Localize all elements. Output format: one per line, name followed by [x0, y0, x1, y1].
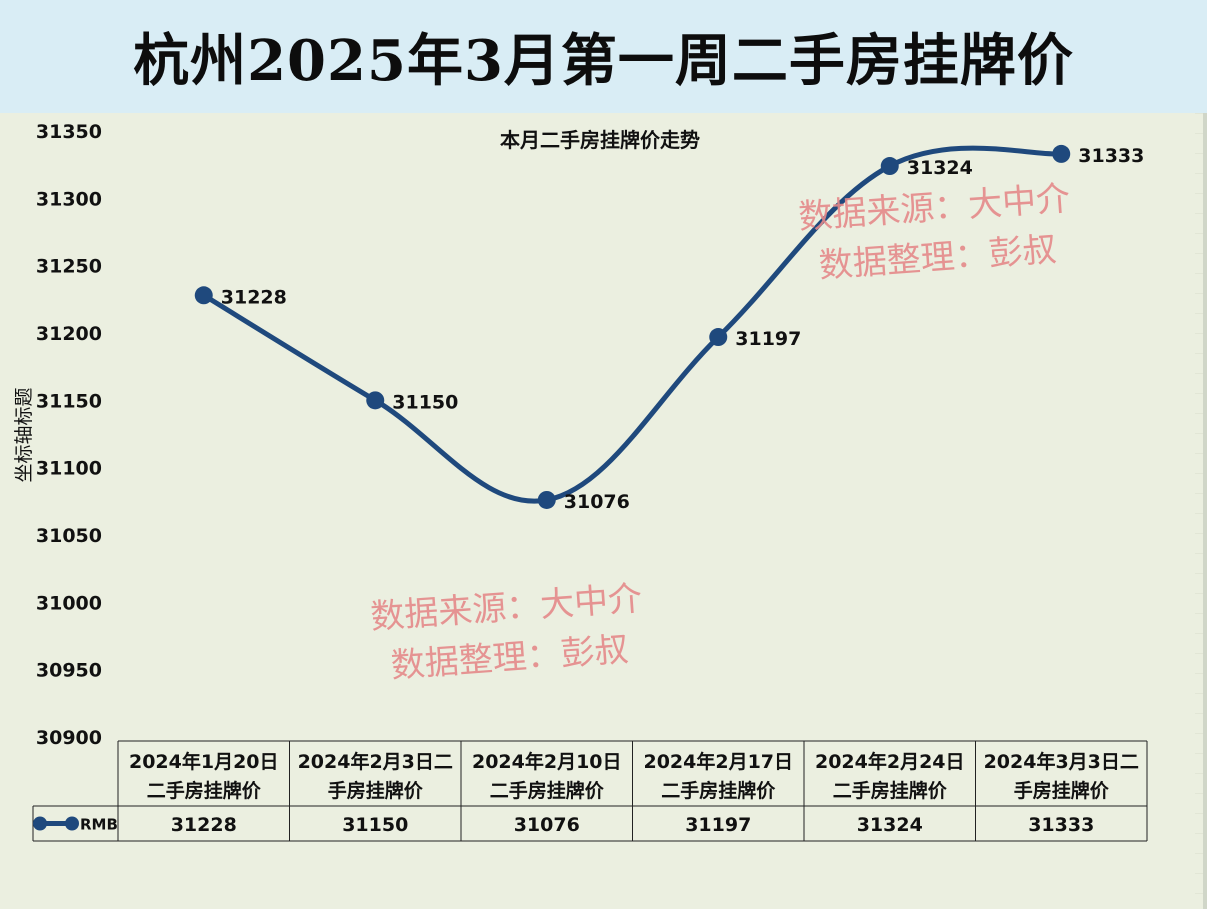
data-label: 31324: [907, 157, 973, 179]
table-value-cell: 31228: [171, 814, 237, 836]
series-line-rmb: [201, 145, 1064, 504]
x-category-label: 2024年2月10日: [472, 750, 622, 773]
y-tick-label: 31050: [36, 525, 102, 547]
x-category-label: 2024年2月24日: [815, 750, 965, 773]
data-label: 31076: [564, 491, 630, 513]
table-value-cell: 31197: [685, 814, 751, 836]
data-point: [1052, 144, 1071, 163]
x-category-label: 二手房挂牌价: [833, 779, 948, 802]
x-category-label: 二手房挂牌价: [490, 779, 605, 802]
table-value-cell: 31333: [1028, 814, 1094, 836]
data-point: [880, 157, 899, 176]
legend-marker: [33, 816, 47, 831]
sheet-gridlines: [1195, 113, 1203, 909]
data-point: [709, 328, 728, 347]
x-category-label: 二手房挂牌价: [661, 779, 776, 802]
table-value-cell: 31324: [857, 814, 923, 836]
y-tick-label: 30900: [36, 727, 102, 749]
y-tick-label: 31200: [36, 323, 102, 345]
x-category-label: 2024年1月20日: [129, 750, 279, 773]
data-point: [537, 490, 556, 509]
x-category-label: 2024年2月17日: [643, 750, 793, 773]
x-category-label: 手房挂牌价: [328, 779, 424, 802]
data-label: 31197: [735, 328, 801, 350]
x-category-label: 二手房挂牌价: [147, 779, 262, 802]
table-value-cell: 31150: [342, 814, 408, 836]
legend-marker: [65, 816, 79, 831]
y-axis-title: 坐标轴标题: [13, 387, 35, 482]
y-tick-label: 31250: [36, 256, 102, 278]
y-tick-label: 30950: [36, 660, 102, 682]
table-value-cell: 31076: [514, 814, 580, 836]
y-tick-label: 31150: [36, 390, 102, 412]
chart-area: 本月二手房挂牌价走势坐标轴标题 31350 31300 31250 31200 31150…: [0, 113, 1207, 909]
y-tick-label: 31100: [36, 458, 102, 480]
watermark-top-right: 数据来源：大中介 数据整理：彭叔: [797, 174, 1075, 293]
chart-title: 本月二手房挂牌价走势: [500, 128, 700, 152]
x-category-label: 2024年2月3日二: [298, 750, 453, 773]
y-tick-label: 31350: [36, 121, 102, 143]
watermark-center: 数据来源：大中介 数据整理：彭叔: [369, 574, 647, 693]
data-point: [194, 286, 213, 305]
data-point: [366, 391, 385, 410]
legend-series-name: RMB: [80, 816, 118, 834]
title-bar: 杭州2025年3月第一周二手房挂牌价: [0, 0, 1207, 113]
x-category-label: 2024年3月3日二: [984, 750, 1139, 773]
y-tick-label: 31000: [36, 592, 102, 614]
page-title: 杭州2025年3月第一周二手房挂牌价: [133, 28, 1074, 94]
x-category-label: 手房挂牌价: [1014, 779, 1110, 802]
y-tick-label: 31300: [36, 188, 102, 210]
data-label: 31150: [392, 391, 458, 413]
data-label: 31228: [221, 286, 287, 308]
data-label: 31333: [1078, 145, 1144, 167]
